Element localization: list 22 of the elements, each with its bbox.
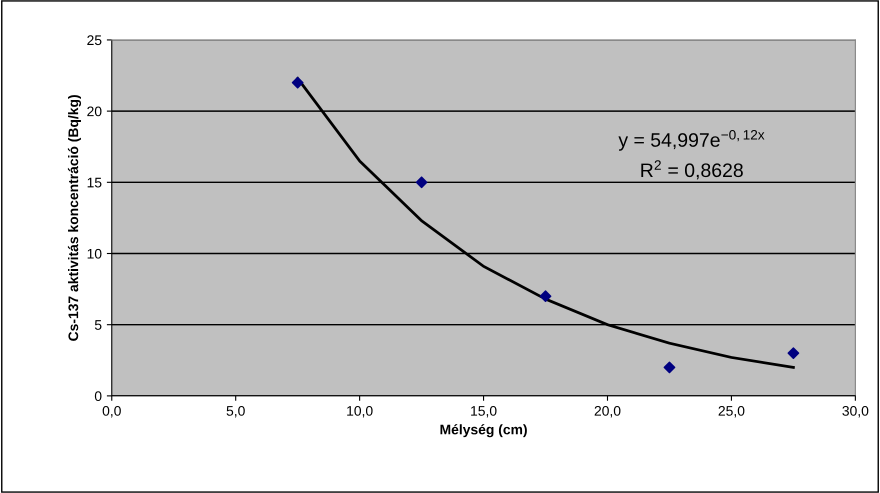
- annotation: R$^{2}$ = 0,8628: [641, 160, 743, 180]
- y-tick-label: 25: [87, 35, 102, 46]
- y-tick-label: 15: [88, 178, 102, 188]
- point: [292, 76, 304, 89]
- x-tick-label: 10,0: [347, 406, 373, 418]
- point: [416, 176, 428, 188]
- y-tick-label: 10: [88, 248, 102, 259]
- y-tick-label: 0: [94, 391, 102, 402]
- x-tick-label: 30,0: [842, 406, 868, 418]
- x-tick-label: 5,0: [226, 406, 245, 418]
- y-tick-label: 20: [87, 106, 102, 116]
- y-axis-title: Cs-137 aktivitás koncentráció (Bq/kg): [68, 95, 82, 341]
- point: [540, 290, 552, 302]
- y-tick-label: 5: [94, 320, 102, 330]
- x-tick-label: 20,0: [594, 406, 620, 418]
- x-axis-title: Mélység (cm): [440, 424, 527, 438]
- point: [664, 362, 676, 374]
- x-tick-label: 15,0: [471, 406, 497, 418]
- x-tick-label: 0,0: [102, 406, 121, 418]
- point: [788, 347, 800, 360]
- annotation: y = 54,997e$^{−0,12x}$: [618, 130, 764, 151]
- x-tick-label: 25,0: [718, 406, 744, 418]
